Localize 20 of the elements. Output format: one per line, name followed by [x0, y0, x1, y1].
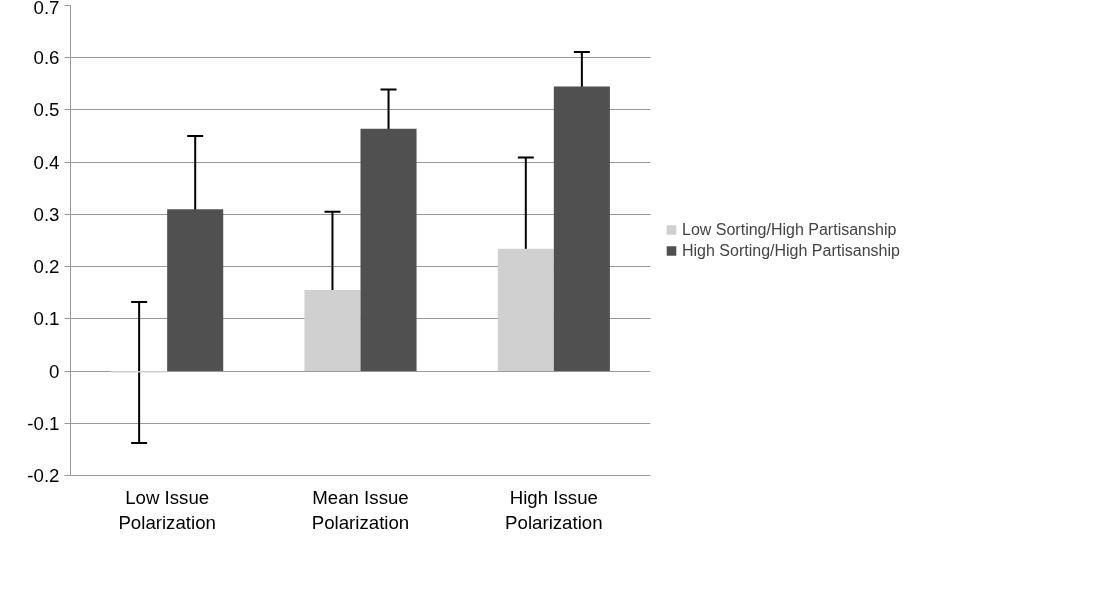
x-tick-label: High Issue Polarization — [505, 486, 603, 533]
bar — [304, 290, 361, 372]
y-tick-label: 0.3 — [33, 203, 60, 225]
legend-label: High Sorting/High Partisanship — [682, 241, 900, 260]
bar — [167, 209, 224, 372]
y-tick-label: 0.7 — [33, 0, 60, 18]
y-tick-label: 0.5 — [33, 99, 60, 121]
x-tick-label: Mean Issue Polarization — [311, 486, 410, 533]
x-tick-label: Low Issue Polarization — [118, 486, 216, 533]
y-tick-label: 0.1 — [33, 308, 60, 330]
bar — [497, 248, 554, 372]
y-tick-label: -0.2 — [27, 465, 60, 486]
bar — [553, 86, 610, 372]
y-tick-label: 0 — [49, 360, 60, 382]
legend-label: Low Sorting/High Partisanship — [682, 220, 897, 239]
y-tick-label: -0.1 — [27, 412, 60, 434]
y-tick-label: 0.6 — [33, 47, 60, 69]
bar — [360, 128, 417, 372]
y-tick-label: 0.2 — [33, 256, 60, 278]
y-tick-label: 0.4 — [33, 151, 60, 173]
